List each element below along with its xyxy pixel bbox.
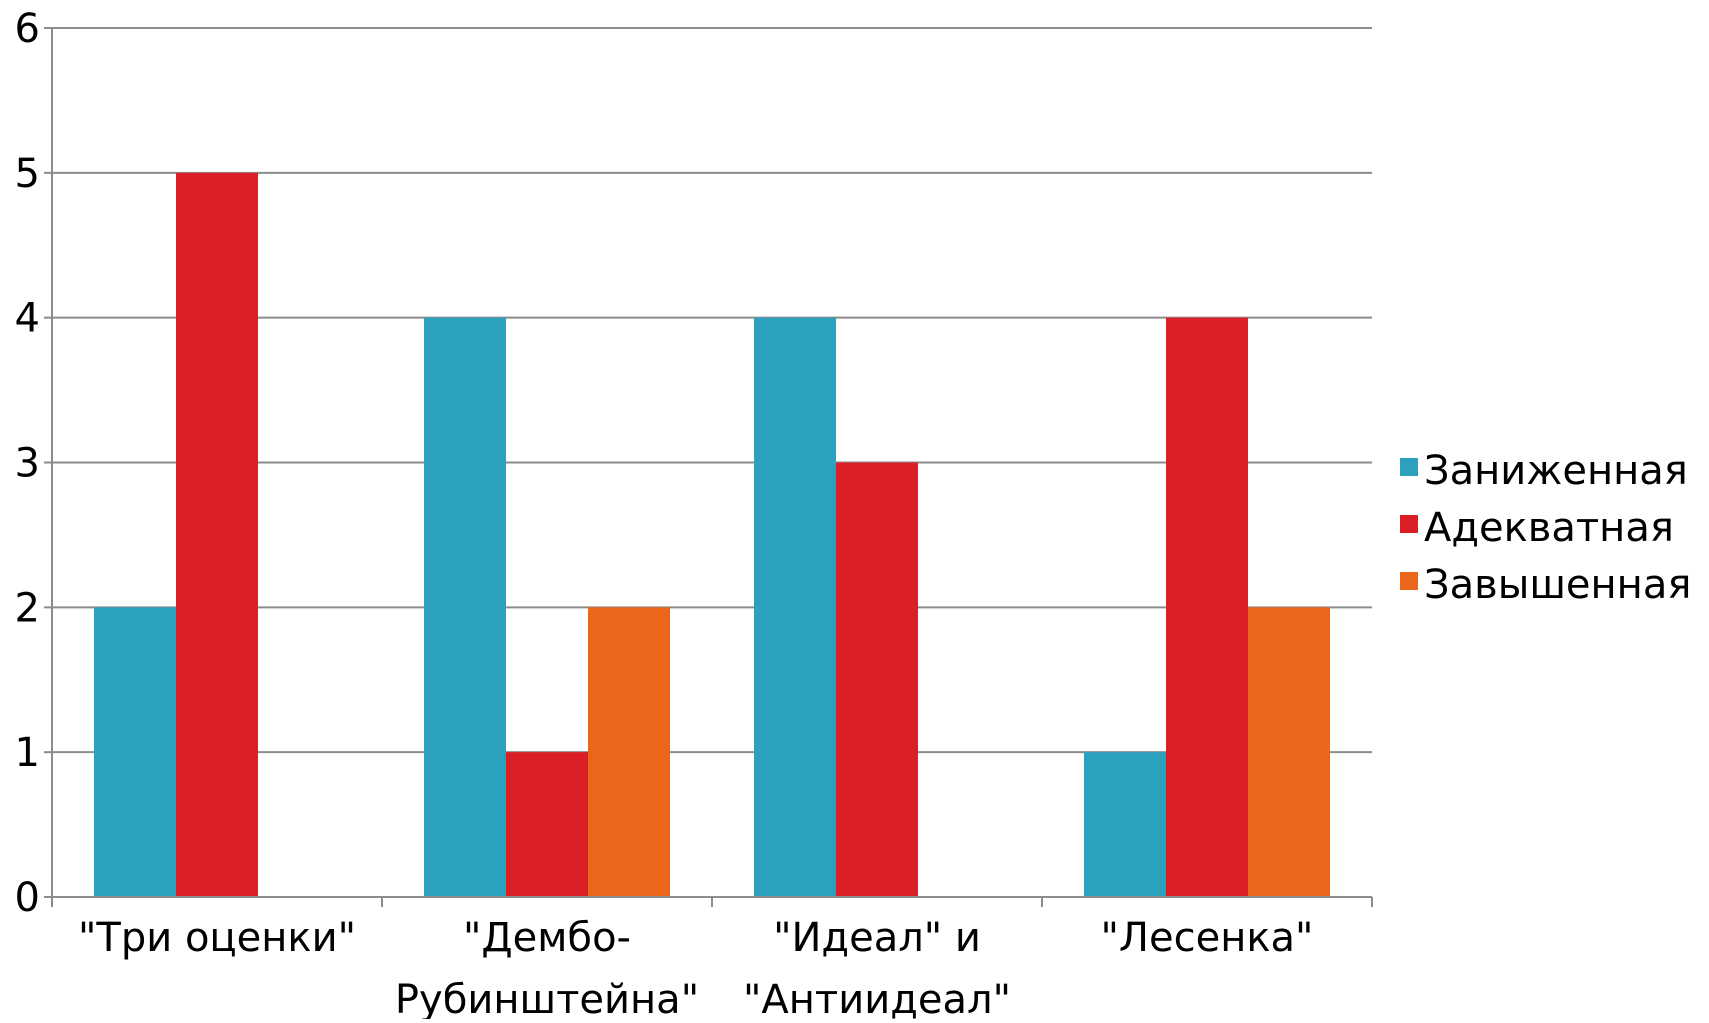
x-category-label-line: "Лесенка" bbox=[1101, 915, 1314, 961]
x-category-label-line: "Дембо- bbox=[463, 915, 631, 961]
legend-label: Завышенная bbox=[1424, 562, 1691, 608]
x-category-label: "Три оценки" bbox=[78, 915, 356, 961]
axes: 0 1 2 3 4 5 6 "Три оценки" "Дембо- Рубинштейна" "И… bbox=[15, 6, 1373, 1023]
y-tick-label: 5 bbox=[15, 151, 40, 197]
legend-swatch-1 bbox=[1400, 515, 1418, 533]
legend-label: Заниженная bbox=[1424, 448, 1688, 494]
x-category-label-line: "Три оценки" bbox=[78, 915, 356, 961]
bar-Адекватная-2 bbox=[836, 462, 918, 897]
x-category-label: "Лесенка" bbox=[1101, 915, 1314, 961]
bar-Заниженная-1 bbox=[424, 317, 506, 898]
x-category-label-line: Рубинштейна" bbox=[395, 977, 699, 1019]
x-category-label-line: "Антиидеал" bbox=[743, 977, 1011, 1019]
legend-swatch-2 bbox=[1400, 572, 1418, 590]
bar-Завышенная-1 bbox=[588, 607, 670, 897]
bar-Адекватная-1 bbox=[506, 752, 588, 897]
x-category-label: "Дембо- Рубинштейна" bbox=[395, 915, 699, 1019]
legend-label: Адекватная bbox=[1424, 505, 1674, 551]
y-tick-label: 4 bbox=[15, 296, 40, 342]
bar-Заниженная-0 bbox=[94, 607, 176, 897]
y-tick-label: 3 bbox=[15, 441, 40, 487]
bar-Заниженная-2 bbox=[754, 317, 836, 898]
y-tick-label: 2 bbox=[15, 585, 40, 631]
x-category-label: "Идеал" и "Антиидеал" bbox=[743, 915, 1011, 1019]
y-tick-label: 6 bbox=[15, 6, 40, 52]
bar-Завышенная-3 bbox=[1248, 607, 1330, 897]
x-category-label-line: "Идеал" и bbox=[773, 915, 981, 961]
y-tick-label: 0 bbox=[15, 875, 40, 921]
bars bbox=[94, 172, 1330, 898]
y-tick-label: 1 bbox=[15, 730, 40, 776]
bar-Адекватная-3 bbox=[1166, 317, 1248, 898]
bar-Адекватная-0 bbox=[176, 172, 258, 898]
legend: Заниженная Адекватная Завышенная bbox=[1400, 448, 1691, 608]
legend-swatch-0 bbox=[1400, 458, 1418, 476]
bar-Заниженная-3 bbox=[1084, 752, 1166, 897]
